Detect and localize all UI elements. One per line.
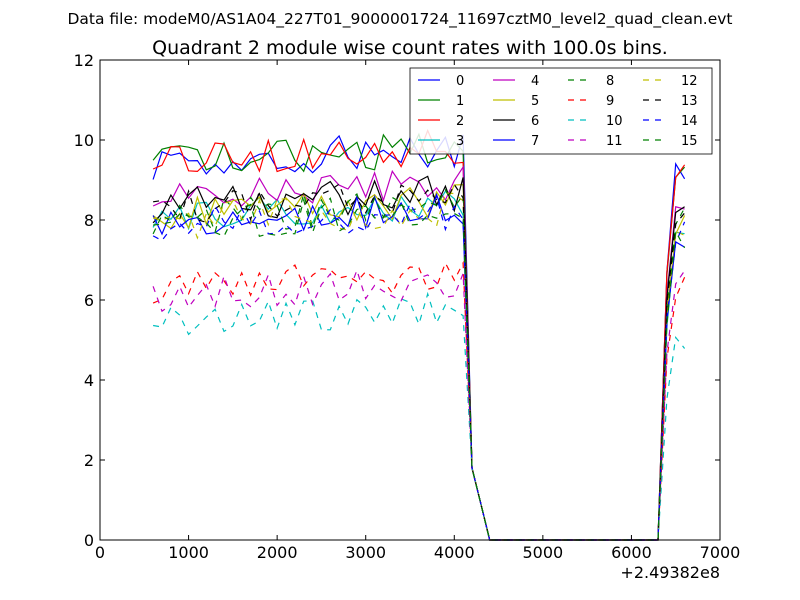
legend-label-15: 15 (681, 134, 698, 149)
legend-label-10: 10 (606, 114, 623, 129)
legend-label-12: 12 (681, 74, 698, 89)
legend-label-14: 14 (681, 114, 698, 129)
legend-label-5: 5 (531, 94, 539, 109)
x-tick-label: 1000 (168, 543, 209, 562)
y-tick-label: 8 (84, 211, 94, 230)
y-tick-label: 4 (84, 371, 94, 390)
x-tick-label: 6000 (611, 543, 652, 562)
x-tick-label: 7000 (700, 543, 741, 562)
series-line-8 (153, 188, 686, 541)
chart-suptitle: Data file: modeM0/AS1A04_227T01_90000017… (67, 10, 732, 29)
legend-box (409, 67, 713, 155)
legend-label-1: 1 (456, 94, 464, 109)
legend-label-7: 7 (531, 134, 539, 149)
x-offset-label: +2.49382e8 (620, 563, 720, 582)
legend-label-8: 8 (606, 74, 614, 89)
legend-label-3: 3 (456, 134, 464, 149)
series-line-13 (153, 183, 686, 541)
legend-label-13: 13 (681, 94, 698, 109)
series-line-10 (153, 291, 686, 541)
y-tick-label: 0 (84, 531, 94, 550)
x-tick-label: 0 (95, 543, 105, 562)
legend-label-11: 11 (606, 134, 623, 149)
chart-title: Quadrant 2 module wise count rates with … (152, 37, 668, 59)
x-tick-label: 4000 (434, 543, 475, 562)
legend-label-2: 2 (456, 114, 464, 129)
legend-label-9: 9 (606, 94, 614, 109)
y-tick-label: 6 (84, 291, 94, 310)
x-tick-label: 3000 (345, 543, 386, 562)
legend-label-6: 6 (531, 114, 539, 129)
y-tick-label: 12 (74, 51, 94, 70)
y-tick-label: 10 (74, 131, 94, 150)
legend-label-4: 4 (531, 74, 539, 89)
x-tick-label: 2000 (257, 543, 298, 562)
y-tick-label: 2 (84, 451, 94, 470)
legend-label-0: 0 (456, 74, 464, 89)
x-tick-label: 5000 (522, 543, 563, 562)
